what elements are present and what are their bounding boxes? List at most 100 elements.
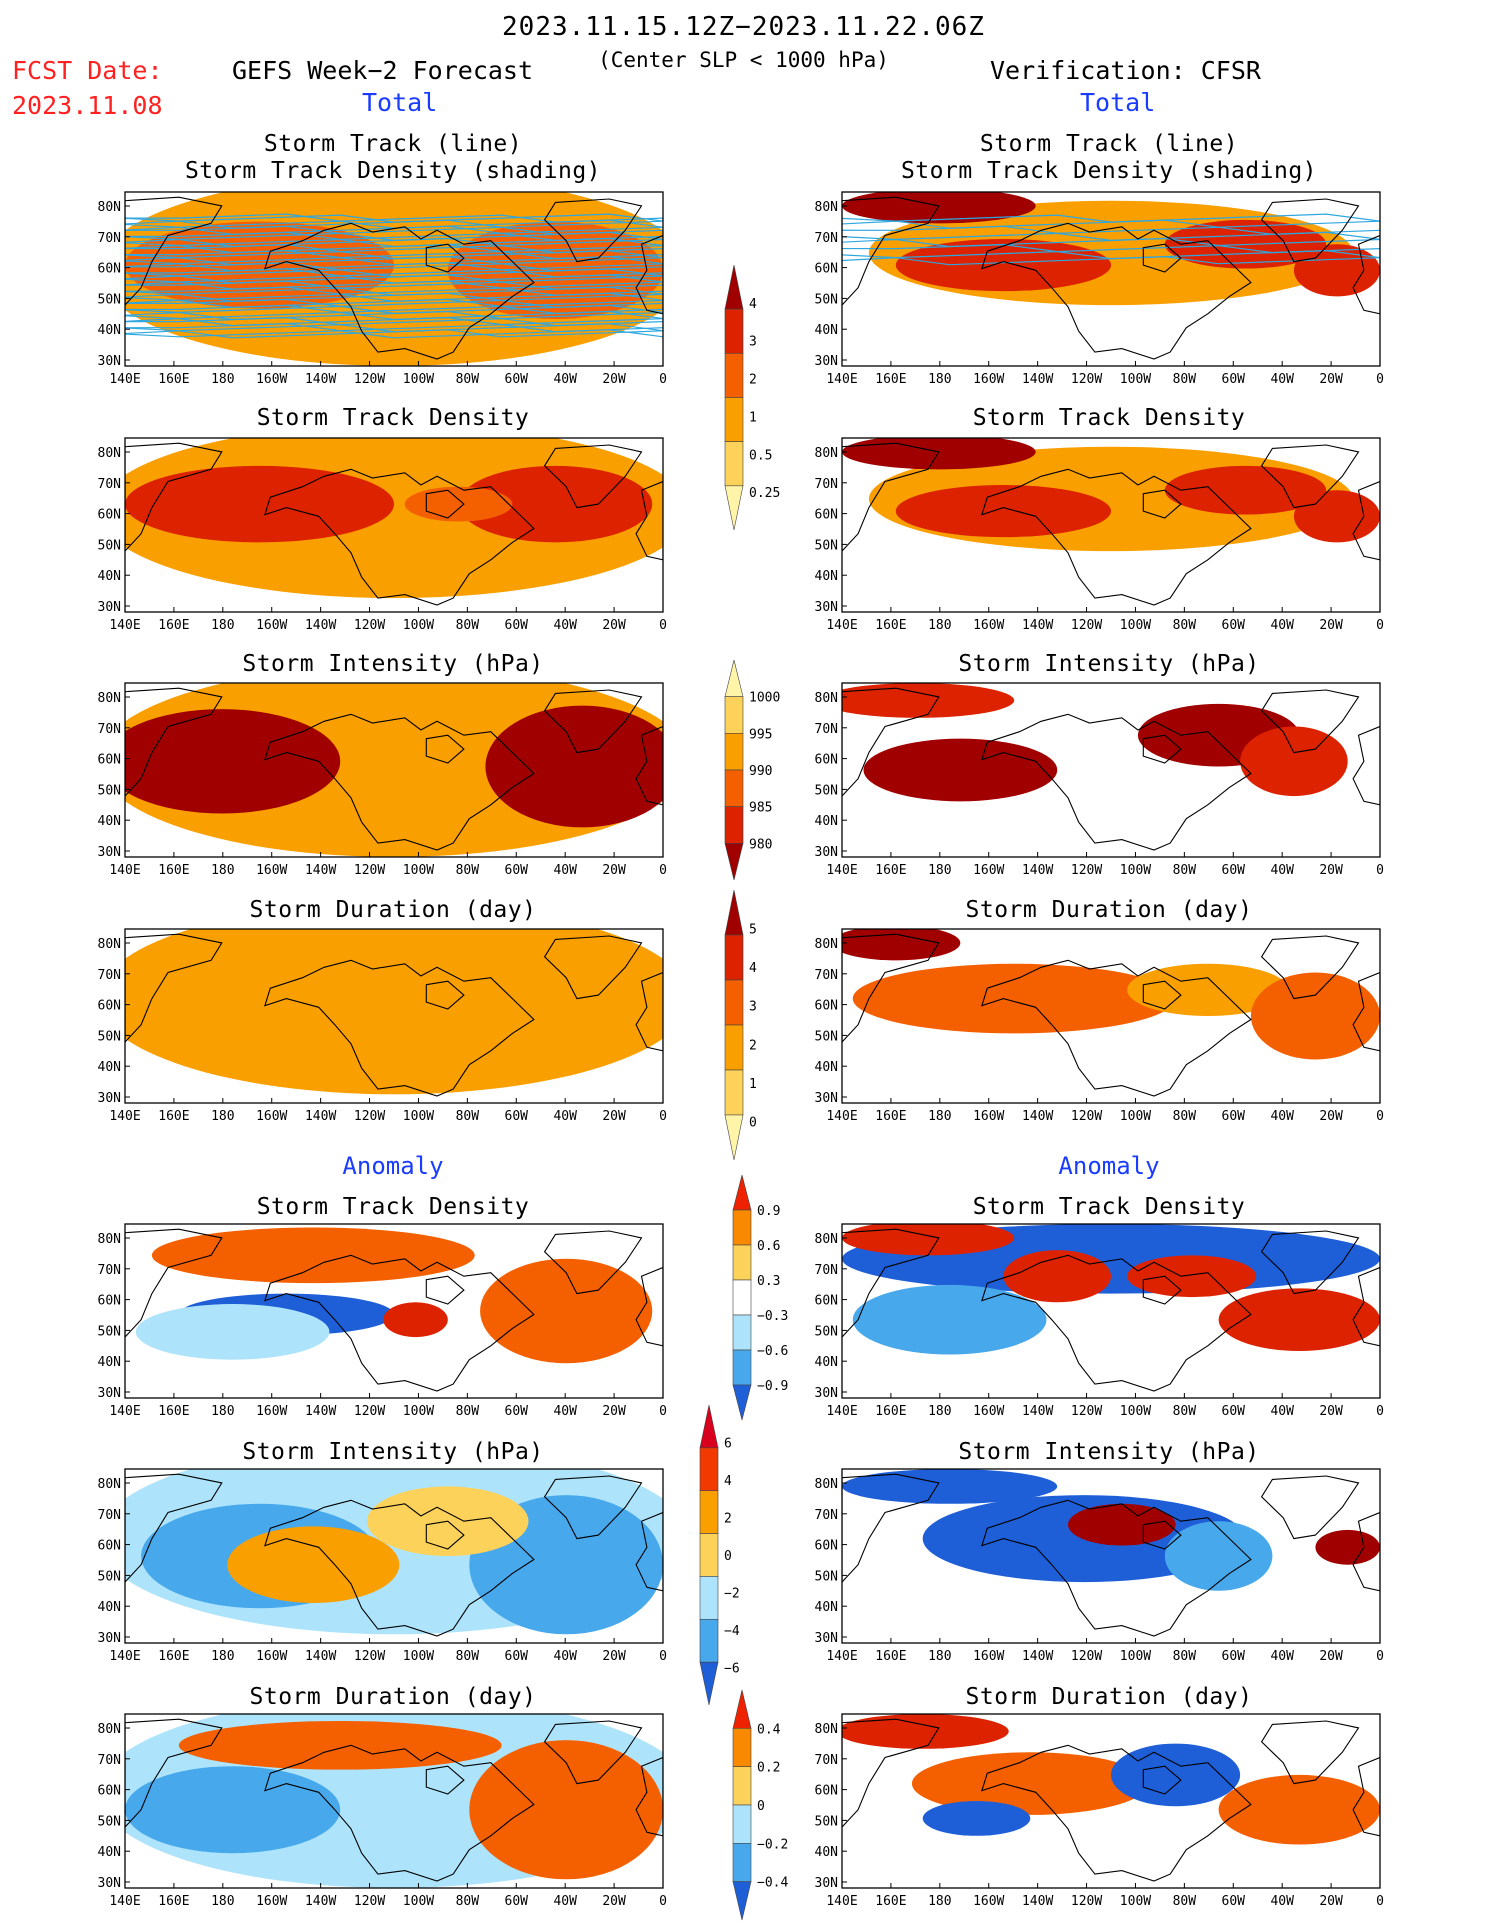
lon-label: 120W xyxy=(354,1109,385,1124)
coastline xyxy=(264,1744,535,1882)
colorbar-label: −0.2 xyxy=(757,1837,788,1852)
shading-region xyxy=(1315,1529,1380,1565)
lat-label: 50N xyxy=(815,1814,838,1829)
colorbar-intensity-total: 1000 995 990 985 980 xyxy=(724,659,780,881)
map-panel-anom-density-verification: 80N 70N 60N 50N 40N 30N 140E 160E 180 160W 140W 120… xyxy=(815,1223,1384,1419)
gefs-forecast-title: GEFS Week−2 Forecast xyxy=(232,56,534,85)
lon-label: 80W xyxy=(1173,372,1197,387)
shading-region xyxy=(1164,1521,1273,1591)
lon-label: 160W xyxy=(973,863,1004,878)
shading-region xyxy=(1067,1503,1176,1546)
lon-label: 80W xyxy=(456,372,480,387)
lat-label: 70N xyxy=(98,968,121,983)
lon-label: 140W xyxy=(1022,1894,1053,1909)
shading-region xyxy=(842,1714,1009,1749)
lon-label: 160W xyxy=(256,863,287,878)
title-anom-duration-left: Storm Duration (day) xyxy=(249,1684,537,1710)
lat-label: 30N xyxy=(98,845,121,860)
lon-label: 120W xyxy=(1071,1109,1102,1124)
shading-region xyxy=(852,1284,1047,1355)
colorbar-label: 985 xyxy=(749,801,772,816)
lon-label: 0 xyxy=(659,372,667,387)
lon-label: 160E xyxy=(875,372,906,387)
lon-label: 20W xyxy=(1319,1649,1343,1664)
lat-label: 70N xyxy=(815,722,838,737)
storm-track-line xyxy=(125,243,663,254)
colorbar-label: 2 xyxy=(749,373,757,388)
title-anom-intensity-left: Storm Intensity (hPa) xyxy=(242,1439,544,1465)
lat-label: 50N xyxy=(98,292,121,307)
lon-label: 180 xyxy=(928,372,951,387)
lon-label: 140W xyxy=(1022,618,1053,633)
lon-label: 180 xyxy=(211,618,234,633)
map-frame xyxy=(124,928,664,1104)
coastline xyxy=(264,222,535,360)
lon-label: 80W xyxy=(1173,1649,1197,1664)
coastline xyxy=(1260,935,1360,1000)
lat-label: 70N xyxy=(815,231,838,246)
shading-region xyxy=(1293,244,1380,297)
title-duration-right: Storm Duration (day) xyxy=(965,897,1253,923)
lon-label: 180 xyxy=(928,1649,951,1664)
colorbar-swatch xyxy=(699,1490,719,1534)
lat-label: 60N xyxy=(98,1539,121,1554)
lon-label: 0 xyxy=(1376,1894,1384,1909)
coastline xyxy=(1260,1720,1360,1785)
shading-region xyxy=(842,438,1036,470)
coastline xyxy=(842,1473,940,1583)
lat-label: 80N xyxy=(815,691,838,706)
colorbar-density-total: 4 3 2 1 0.5 0.25 xyxy=(724,264,780,531)
coastline xyxy=(125,196,223,306)
coastline xyxy=(1142,489,1182,519)
lon-label: 160E xyxy=(158,1109,189,1124)
lat-label: 80N xyxy=(98,1722,121,1737)
lon-label: 80W xyxy=(456,618,480,633)
shading-region xyxy=(842,192,1036,224)
coastline xyxy=(981,468,1252,606)
lon-label: 100W xyxy=(1120,1894,1151,1909)
lon-label: 140E xyxy=(826,1404,857,1419)
shading-region xyxy=(911,1752,1149,1815)
lat-label: 50N xyxy=(815,783,838,798)
lat-label: 60N xyxy=(98,1784,121,1799)
map-frame xyxy=(124,1223,664,1399)
coastline xyxy=(981,959,1252,1097)
lon-label: 60W xyxy=(505,372,529,387)
lat-label: 30N xyxy=(98,354,121,369)
lat-label: 30N xyxy=(98,600,121,615)
lon-label: 140E xyxy=(109,372,140,387)
lon-label: 20W xyxy=(1319,1894,1343,1909)
lat-label: 60N xyxy=(815,1784,838,1799)
lon-label: 40W xyxy=(553,1404,577,1419)
colorbar-swatch xyxy=(724,308,744,354)
coastline xyxy=(125,1718,223,1828)
lon-label: 0 xyxy=(1376,863,1384,878)
colorbar-swatch xyxy=(732,1279,752,1316)
coastline xyxy=(543,1230,643,1295)
colorbar-label: 0.4 xyxy=(757,1722,781,1737)
colorbar-swatch xyxy=(732,1174,752,1211)
map-panel-intensity-verification: 80N 70N 60N 50N 40N 30N 140E 160E 180 160W 140W 120… xyxy=(815,682,1384,878)
map-panel-intensity-forecast: 80N 70N 60N 50N 40N 30N 140E 160E 180 160W 140W 120… xyxy=(98,682,667,878)
lat-label: 50N xyxy=(98,1324,121,1339)
lat-label: 70N xyxy=(815,968,838,983)
colorbar-label: −6 xyxy=(724,1662,740,1677)
coastline xyxy=(425,489,465,519)
lon-label: 20W xyxy=(602,1649,626,1664)
lon-label: 140W xyxy=(305,1109,336,1124)
lon-label: 100W xyxy=(1120,372,1151,387)
lon-label: 160W xyxy=(256,1894,287,1909)
lon-label: 160W xyxy=(973,618,1004,633)
coastline xyxy=(125,933,223,1043)
colorbar-swatch xyxy=(724,696,744,734)
lat-label: 40N xyxy=(815,1600,838,1615)
lat-label: 50N xyxy=(98,1569,121,1584)
lat-label: 50N xyxy=(815,1324,838,1339)
title-anom-duration-right: Storm Duration (day) xyxy=(965,1684,1253,1710)
colorbar-swatch xyxy=(724,769,744,807)
lon-label: 60W xyxy=(1222,1894,1246,1909)
lat-label: 80N xyxy=(815,200,838,215)
colorbar-label: 0.6 xyxy=(757,1239,780,1254)
shading-region xyxy=(895,484,1111,538)
colorbar-label: 6 xyxy=(724,1437,732,1452)
